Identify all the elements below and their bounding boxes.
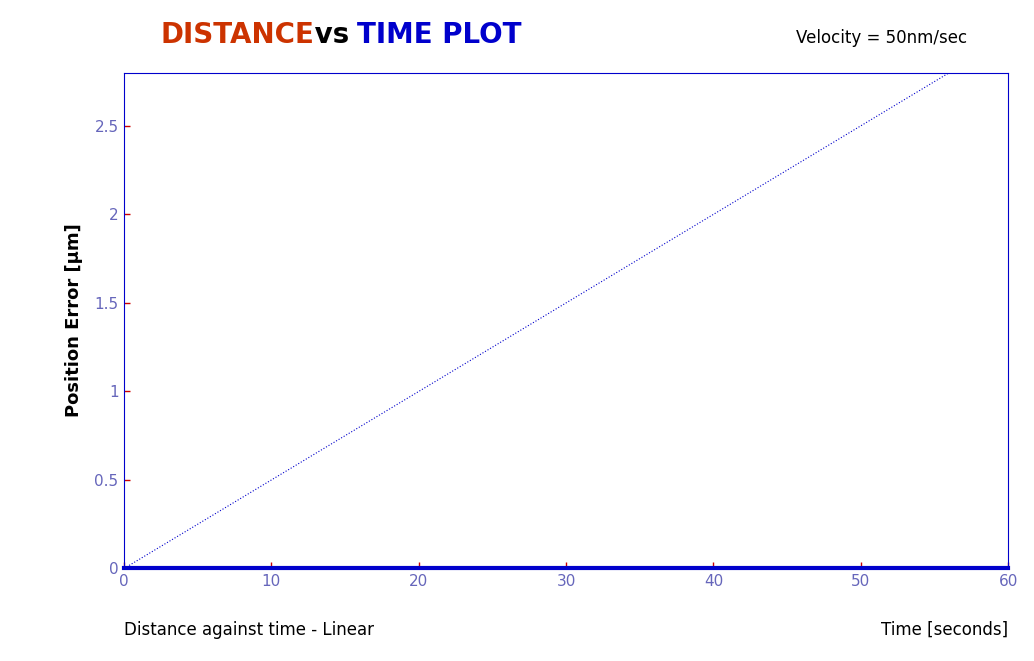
Text: Velocity = 50nm/sec: Velocity = 50nm/sec: [796, 29, 967, 47]
Text: DISTANCE: DISTANCE: [160, 21, 314, 49]
Text: Time [seconds]: Time [seconds]: [881, 621, 1008, 639]
Text: TIME PLOT: TIME PLOT: [357, 21, 521, 49]
Text: Distance against time - Linear: Distance against time - Linear: [124, 621, 374, 639]
Y-axis label: Position Error [μm]: Position Error [μm]: [65, 223, 84, 418]
Text: vs: vs: [305, 21, 359, 49]
